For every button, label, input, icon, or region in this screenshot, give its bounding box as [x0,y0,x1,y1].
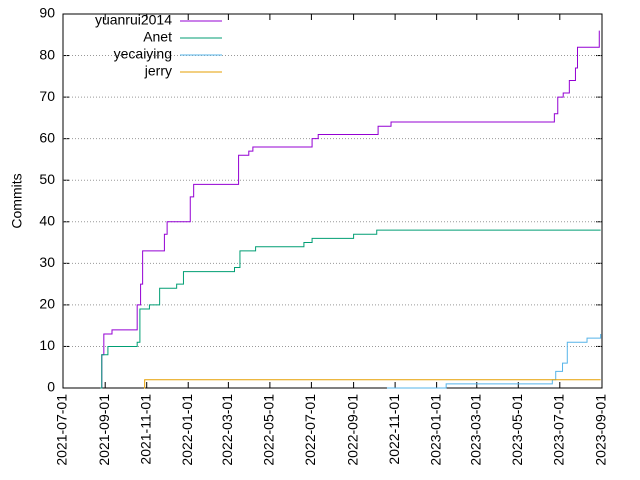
series-line [100,30,600,389]
x-tick-label: 2023-01-01 [427,394,443,466]
legend-label: jerry [144,63,172,79]
y-tick-label: 60 [39,129,55,145]
x-tick-label: 2021-11-01 [137,394,153,465]
x-tick-label: 2022-09-01 [344,394,360,466]
x-tick-label: 2022-01-01 [179,394,195,466]
legend-label: yuanrui2014 [95,12,172,28]
y-tick-label: 40 [39,212,55,228]
y-tick-label: 50 [39,171,55,187]
y-tick-label: 0 [47,379,55,395]
legend-label: yecaiying [114,46,172,62]
x-tick-label: 2021-07-01 [54,394,70,466]
x-tick-label: 2022-05-01 [261,394,277,466]
x-tick-label: 2023-07-01 [551,394,567,466]
x-tick-label: 2021-09-01 [96,394,112,466]
plot-border [62,13,603,389]
x-tick-label: 2023-05-01 [509,394,525,466]
x-tick-label: 2023-03-01 [467,394,483,466]
x-tick-label: 2023-09-01 [593,394,609,466]
legend-label: Anet [143,29,172,45]
y-tick-label: 90 [39,5,55,21]
y-tick-label: 80 [39,46,55,62]
x-tick-label: 2022-03-01 [219,394,235,466]
x-tick-label: 2022-07-01 [302,394,318,466]
series-line [143,379,601,389]
series-line [386,333,602,389]
y-axis-label: Commits [9,173,25,228]
y-tick-label: 20 [39,296,55,312]
y-tick-label: 10 [39,337,55,353]
x-tick-label: 2022-11-01 [386,394,402,465]
y-tick-label: 30 [39,254,55,270]
series-line [100,229,601,389]
y-tick-label: 70 [39,88,55,104]
